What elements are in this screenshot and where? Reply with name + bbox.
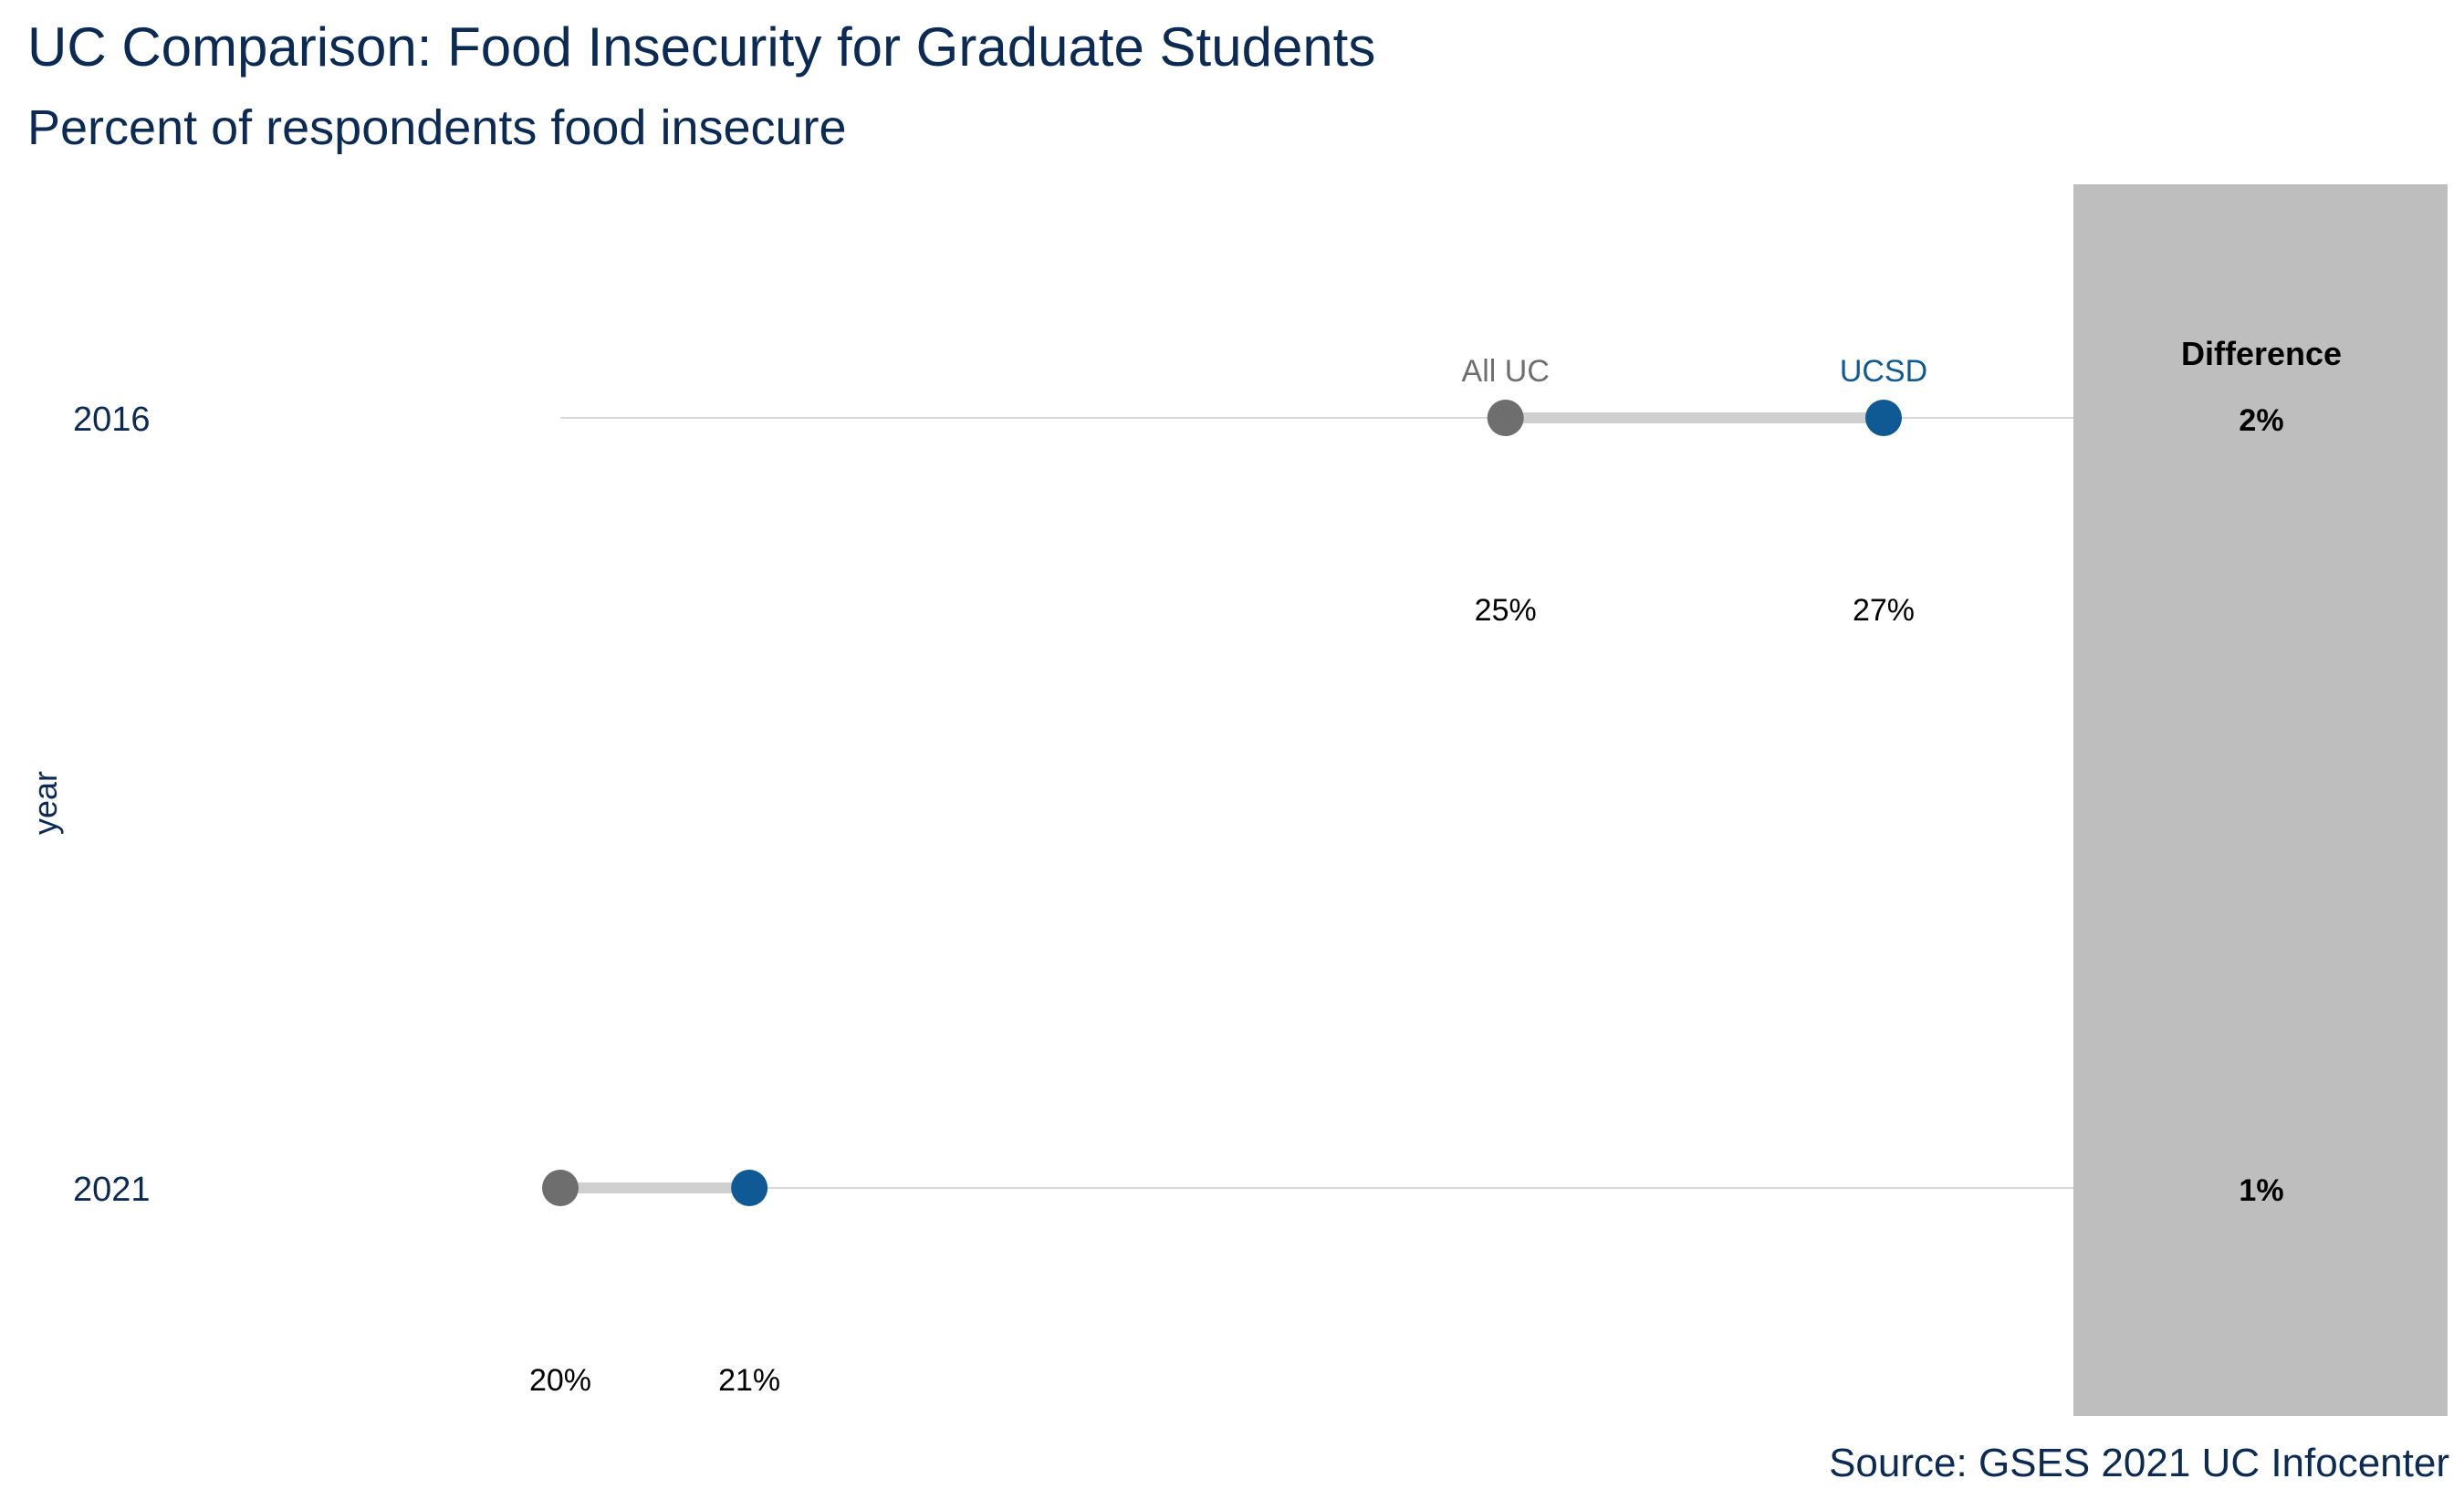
series-label-all-uc: All UC <box>1462 354 1550 389</box>
labels: 2016 25% 27% 2% All UC UCSD 2021 20% 21% 1% <box>73 354 2284 1398</box>
point-ucsd-2021 <box>731 1170 768 1206</box>
value-label-all-uc-2021: 20% <box>529 1363 591 1398</box>
y-axis-title: year <box>26 771 64 835</box>
connectors <box>560 412 1884 1193</box>
chart-title: UC Comparison: Food Insecurity for Gradu… <box>27 16 1375 78</box>
chart-subtitle: Percent of respondents food insecure <box>27 100 847 155</box>
value-label-ucsd-2021: 21% <box>718 1363 780 1398</box>
difference-panel <box>2073 184 2448 1416</box>
y-tick-label-2021: 2021 <box>73 1171 151 1209</box>
y-tick-label-2016: 2016 <box>73 401 151 439</box>
series-label-ucsd: UCSD <box>1840 354 1927 389</box>
difference-header: Difference <box>2181 335 2342 372</box>
value-label-ucsd-2016: 27% <box>1853 593 1915 628</box>
data-points <box>542 400 1902 1206</box>
point-ucsd-2016 <box>1865 400 1902 436</box>
difference-value-2021: 1% <box>2239 1173 2283 1208</box>
difference-value-2016: 2% <box>2239 403 2283 438</box>
point-all-uc-2021 <box>542 1170 579 1206</box>
chart-caption: Source: GSES 2021 UC Infocenter <box>1829 1441 2449 1485</box>
value-label-all-uc-2016: 25% <box>1475 593 1537 628</box>
point-all-uc-2016 <box>1487 400 1524 436</box>
